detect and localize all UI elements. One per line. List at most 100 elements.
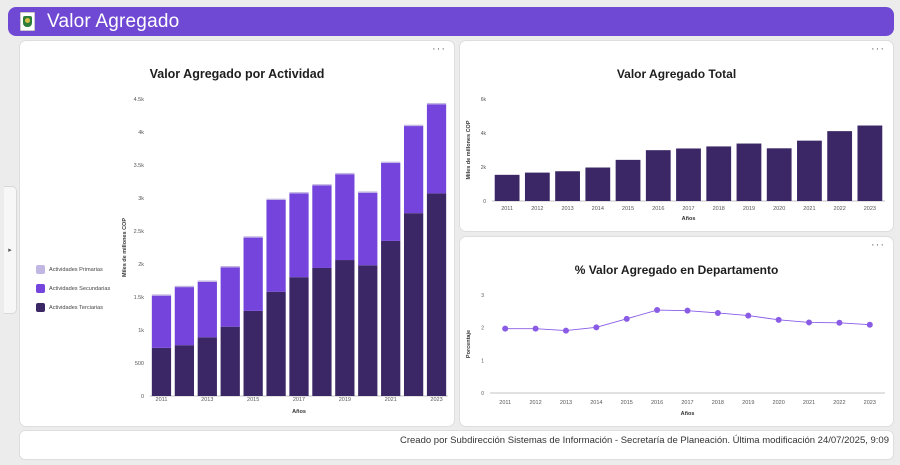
department-shield-icon: [20, 12, 35, 31]
bar-segment: [243, 237, 263, 311]
data-point: [866, 321, 873, 328]
dashboard-header: Valor Agregado: [8, 7, 894, 36]
bar-segment: [220, 267, 240, 327]
x-tick-label: 2019: [339, 397, 351, 403]
y-tick-label: 1.5k: [134, 295, 145, 301]
bar: [797, 140, 822, 201]
bar: [645, 150, 671, 201]
x-tick-label: 2014: [590, 400, 602, 406]
data-point: [593, 324, 600, 331]
x-tick-label: 2017: [681, 400, 693, 406]
x-tick-label: 2013: [560, 400, 572, 406]
data-point: [836, 319, 843, 326]
x-tick-label: 2015: [621, 400, 633, 406]
bar: [827, 131, 853, 201]
bar-segment: [266, 291, 286, 396]
bar: [766, 148, 792, 201]
data-point: [714, 309, 721, 316]
bar-segment: [358, 265, 378, 396]
bar-segment: [220, 265, 240, 268]
bar: [555, 171, 580, 201]
legend-item-primarias[interactable]: Actividades Primarias: [36, 260, 110, 279]
x-tick-label: 2017: [682, 206, 694, 212]
x-tick-label: 2019: [742, 400, 754, 406]
percent-chart-panel: ··· % Valor Agregado en Departamento 0 1 2…: [459, 236, 894, 427]
data-point: [502, 325, 509, 332]
bar-segment: [358, 191, 378, 193]
bar-segment: [381, 163, 401, 241]
y-tick-label: 3.5k: [134, 163, 145, 169]
footer-bar: Creado por Subdirección Sistemas de Info…: [19, 430, 894, 460]
x-tick-label: 2019: [743, 206, 755, 212]
x-tick-label: 2023: [864, 400, 876, 406]
data-point: [806, 319, 813, 326]
bar-segment: [289, 277, 309, 396]
y-tick-label: 0: [481, 391, 484, 397]
bar: [736, 143, 762, 201]
bar: [706, 146, 732, 201]
y-axis-title: Miles de millones COP: [122, 218, 128, 277]
bar-segment: [243, 310, 263, 396]
x-tick-label: 2015: [622, 206, 634, 212]
legend-item-secundarias[interactable]: Actividades Secundarias: [36, 279, 110, 298]
y-tick-label: 6k: [481, 97, 487, 103]
legend-swatch: [36, 303, 45, 312]
y-tick-label: 2k: [138, 262, 144, 268]
y-tick-label: 1k: [138, 328, 144, 334]
bar-segment: [174, 287, 195, 346]
bar-segment: [289, 193, 309, 278]
more-options-icon[interactable]: ···: [432, 43, 446, 55]
x-axis-title: Años: [682, 216, 696, 222]
bar-segment: [312, 184, 332, 186]
total-chart-panel: ··· Valor Agregado Total 0 2k 4k 6k Años Mile…: [459, 40, 894, 232]
bar-segment: [335, 172, 355, 175]
x-tick-label: 2011: [499, 400, 511, 406]
x-tick-label: 2018: [712, 400, 724, 406]
page-title: Valor Agregado: [47, 10, 180, 32]
y-tick-label: 500: [135, 361, 144, 367]
bar-segment: [266, 199, 286, 292]
bar-segment: [197, 281, 217, 338]
bar-segment: [312, 267, 332, 396]
y-tick-label: 2: [481, 326, 484, 332]
more-options-icon[interactable]: ···: [871, 43, 885, 55]
more-options-icon[interactable]: ···: [871, 239, 885, 251]
y-axis-title: Miles de millones COP: [466, 120, 472, 179]
bar-segment: [151, 294, 172, 296]
legend-item-terciarias[interactable]: Actividades Terciarias: [36, 298, 110, 317]
y-tick-label: 0: [483, 199, 486, 205]
chart-legend: Actividades Primarias Actividades Secund…: [36, 260, 110, 317]
x-tick-label: 2020: [773, 400, 785, 406]
chevron-right-icon: ▸: [8, 247, 12, 254]
bar-segment: [151, 347, 172, 396]
data-point: [654, 307, 661, 314]
bar: [524, 172, 550, 201]
y-tick-label: 0: [141, 394, 144, 400]
chart-title: Valor Agregado por Actividad: [149, 67, 325, 81]
x-tick-label: 2022: [834, 206, 846, 212]
bar-segment: [335, 174, 355, 261]
y-axis-title: Porcentaje: [466, 330, 472, 358]
expand-sidebar-button[interactable]: ▸: [4, 186, 17, 314]
bar: [676, 148, 701, 201]
bar-segment: [403, 126, 424, 214]
x-tick-label: 2012: [529, 400, 541, 406]
chart-title: % Valor Agregado en Departamento: [574, 263, 779, 277]
bar-segment: [381, 240, 401, 396]
x-tick-label: 2014: [592, 206, 604, 212]
bar: [494, 174, 520, 201]
x-axis-title: Años: [292, 409, 306, 415]
activity-stacked-bar-chart: 0 500 1k 1.5k 2k 2.5k 3k 3.5k 4k 4.5k Años Miles de…: [122, 97, 448, 415]
x-tick-label: 2020: [773, 206, 785, 212]
legend-swatch: [36, 284, 45, 293]
x-tick-label: 2023: [864, 206, 876, 212]
bar-segment: [381, 161, 401, 164]
percent-line-chart: 0 1 2 3 Años Porcentaje 2011 2012 2013 2014 2015 20…: [466, 293, 885, 417]
y-tick-label: 2.5k: [134, 229, 145, 235]
y-tick-label: 4k: [138, 130, 144, 136]
bar-segment: [289, 192, 309, 194]
bar-segment: [243, 236, 263, 238]
bar: [615, 159, 641, 201]
data-point: [623, 315, 630, 322]
data-point: [684, 307, 691, 314]
